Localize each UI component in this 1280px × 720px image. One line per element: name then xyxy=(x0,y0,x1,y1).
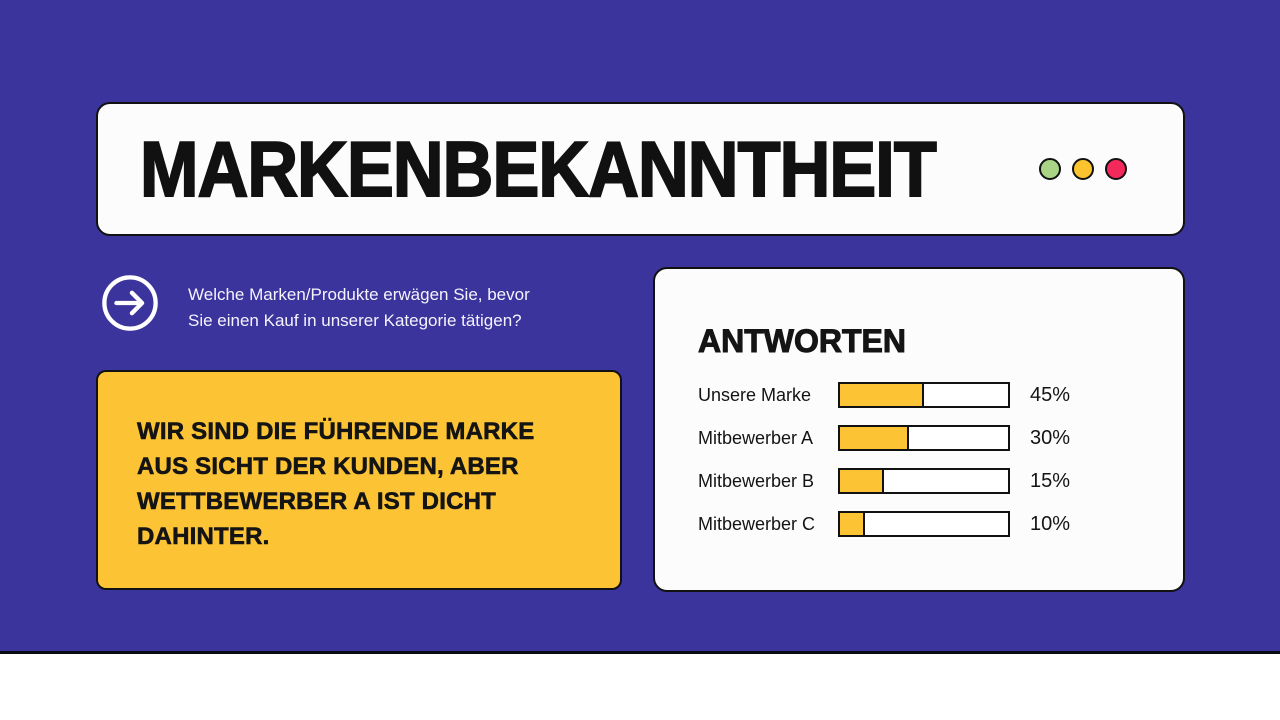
answer-percentage: 30% xyxy=(1030,426,1071,449)
green-dot-icon xyxy=(1039,158,1061,180)
pink-dot-icon xyxy=(1105,158,1127,180)
answer-row-unsere-marke: Unsere Marke 45% xyxy=(698,381,1183,409)
bar-fill xyxy=(840,427,909,449)
bottom-divider-line xyxy=(0,651,1280,654)
bar-fill xyxy=(840,384,924,406)
answer-percentage: 10% xyxy=(1030,512,1071,535)
bar-chart: Unsere Marke 45% Mitbewerber A 30% Mitbe… xyxy=(698,381,1183,538)
arrow-right-circle-icon xyxy=(101,274,159,332)
answer-row-mitbewerber-c: Mitbewerber C 10% xyxy=(698,510,1183,538)
answer-label: Mitbewerber A xyxy=(698,427,814,448)
insight-line-2: AUS SICHT DER KUNDEN, ABER xyxy=(137,453,519,481)
title-card: MARKENBEKANNTHEIT xyxy=(96,102,1185,236)
bar-fill xyxy=(840,513,866,535)
survey-question-line-2: Sie einen Kauf in unserer Kategorie täti… xyxy=(188,311,522,330)
insight-line-4: DAHINTER. xyxy=(137,523,270,551)
bar-track xyxy=(838,382,1010,408)
yellow-dot-icon xyxy=(1072,158,1094,180)
answer-row-mitbewerber-a: Mitbewerber A 30% xyxy=(698,424,1183,452)
answer-percentage: 15% xyxy=(1030,469,1071,492)
answers-heading: ANTWORTEN xyxy=(698,323,907,360)
answer-label: Mitbewerber C xyxy=(698,513,816,534)
answer-label: Unsere Marke xyxy=(698,384,812,405)
bar-track xyxy=(838,425,1010,451)
footer-strip xyxy=(0,654,1280,720)
bar-track xyxy=(838,511,1010,537)
answer-row-mitbewerber-b: Mitbewerber B 15% xyxy=(698,467,1183,495)
decorative-dots xyxy=(1039,158,1127,180)
answers-card: ANTWORTEN Unsere Marke 45% Mitbewerber A… xyxy=(653,267,1185,592)
bar-fill xyxy=(840,470,884,492)
insight-card: WIR SIND DIE FÜHRENDE MARKE AUS SICHT DE… xyxy=(96,370,622,590)
page-title: MARKENBEKANNTHEIT xyxy=(139,124,938,214)
insight-line-1: WIR SIND DIE FÜHRENDE MARKE xyxy=(137,418,535,446)
insight-line-3: WETTBEWERBER A IST DICHT xyxy=(137,488,496,516)
answer-label: Mitbewerber B xyxy=(698,470,815,491)
survey-question: Welche Marken/Produkte erwägen Sie, bevo… xyxy=(188,282,618,334)
survey-question-line-1: Welche Marken/Produkte erwägen Sie, bevo… xyxy=(188,285,530,304)
bar-track xyxy=(838,468,1010,494)
answer-percentage: 45% xyxy=(1030,383,1071,406)
